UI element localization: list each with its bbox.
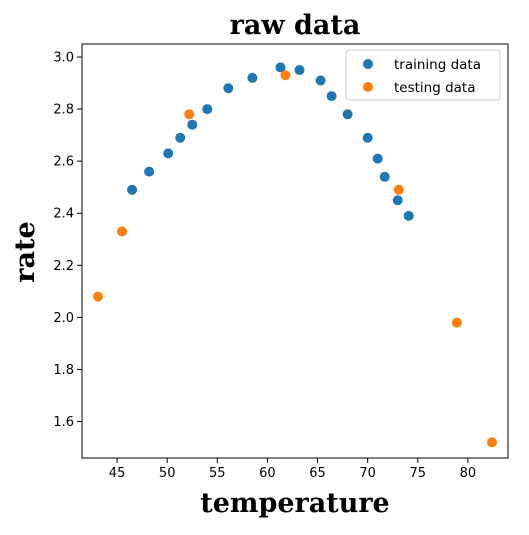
testing-data-point: [451, 317, 462, 328]
chart-title: raw data: [230, 10, 361, 41]
legend-marker: [363, 82, 373, 92]
training-data-point: [163, 148, 174, 159]
x-tick-label: 45: [109, 466, 126, 481]
testing-data-point: [117, 226, 128, 237]
x-axis-label: temperature: [200, 488, 390, 519]
data-points: [93, 62, 497, 448]
y-tick-label: 2.6: [53, 155, 74, 170]
y-tick-label: 1.8: [53, 363, 74, 378]
y-tick-label: 2.0: [53, 311, 74, 326]
training-data-point: [392, 195, 403, 206]
x-tick-label: 65: [309, 466, 326, 481]
plot-area: [81, 43, 509, 459]
legend-marker: [363, 59, 373, 69]
training-data-point: [127, 184, 138, 195]
x-tick-label: 75: [410, 466, 427, 481]
legend-label: testing data: [394, 80, 476, 96]
testing-data-point: [184, 109, 195, 120]
x-tick-label: 60: [259, 466, 276, 481]
training-data-point: [275, 62, 286, 73]
y-tick-label: 1.6: [53, 415, 74, 430]
x-axis: 45 50 55 60 65 70 75 80: [109, 458, 476, 481]
training-data-point: [379, 171, 390, 182]
training-data-point: [362, 132, 373, 143]
y-tick-label: 2.4: [53, 207, 74, 222]
training-data-point: [315, 75, 326, 86]
y-tick-label: 2.8: [53, 103, 74, 118]
y-tick-label: 3.0: [53, 51, 74, 66]
x-tick-label: 70: [359, 466, 376, 481]
training-data-point: [187, 119, 198, 130]
testing-data-point: [393, 184, 404, 195]
testing-data-point: [486, 437, 497, 448]
y-tick-label: 2.2: [53, 259, 74, 274]
testing-data-point: [93, 291, 104, 302]
x-tick-label: 50: [159, 466, 176, 481]
training-data-point: [403, 210, 414, 221]
y-axis-label: rate: [10, 221, 41, 282]
training-data-point: [326, 91, 337, 102]
training-data-point: [247, 72, 258, 83]
x-tick-label: 80: [460, 466, 477, 481]
training-data-point: [294, 65, 305, 76]
testing-data-point: [280, 70, 291, 81]
training-data-point: [202, 104, 213, 115]
training-data-point: [175, 132, 186, 143]
training-data-point: [372, 153, 383, 164]
legend-label: training data: [394, 57, 481, 73]
legend-box: [345, 49, 501, 101]
legend: training data testing data: [345, 49, 501, 101]
y-axis: 1.6 1.8 2.0 2.2 2.4 2.6 2.8 3.0: [53, 51, 82, 430]
x-tick-label: 55: [209, 466, 226, 481]
training-data-point: [144, 166, 155, 177]
training-data-point: [223, 83, 234, 94]
training-data-point: [342, 109, 353, 120]
